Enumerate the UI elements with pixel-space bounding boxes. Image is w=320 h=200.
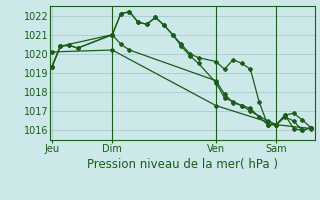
X-axis label: Pression niveau de la mer( hPa ): Pression niveau de la mer( hPa ) xyxy=(87,158,278,171)
